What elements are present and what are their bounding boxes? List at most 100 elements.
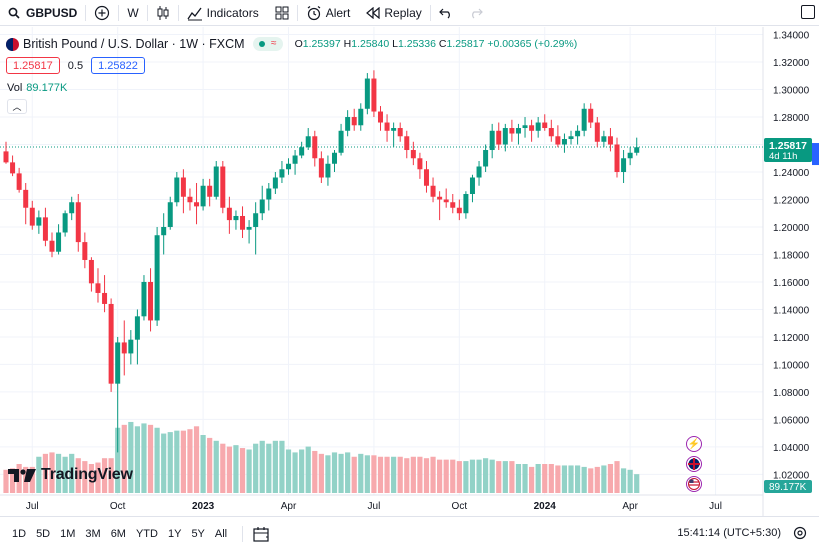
volume-bar — [443, 459, 449, 493]
undo-button[interactable] — [431, 0, 461, 26]
toolbar-divider — [85, 4, 87, 21]
tradingview-logo-icon — [8, 469, 36, 482]
volume-bar — [213, 440, 219, 493]
range-button-5d[interactable]: 5D — [36, 527, 51, 540]
gbp-event-flag-icon[interactable] — [686, 456, 702, 472]
lightning-event-icon[interactable]: ⚡ — [686, 436, 702, 452]
candle-body — [75, 202, 81, 243]
candle-body — [397, 128, 403, 137]
candle-body — [502, 128, 508, 145]
range-button-1y[interactable]: 1Y — [167, 527, 182, 540]
symbol-search[interactable]: GBPUSD — [0, 0, 85, 26]
volume-bar — [594, 466, 600, 493]
volume-bar — [581, 466, 587, 493]
undo-icon — [438, 8, 450, 18]
volume-bar — [174, 430, 180, 493]
buy-button[interactable]: 1.25822 — [91, 57, 145, 74]
compare-button[interactable] — [86, 0, 118, 26]
candle-body — [377, 111, 383, 123]
candle-body — [417, 158, 423, 170]
candle-body — [338, 130, 344, 153]
indicators-button[interactable]: Indicators — [179, 0, 267, 26]
candle-body — [542, 122, 548, 129]
volume-bar — [574, 465, 581, 493]
alert-button[interactable]: Alert — [298, 0, 359, 26]
volume-bar — [233, 445, 239, 493]
date-range-buttons: 1D 5D 1M 3M 6M YTD 1Y 5Y All — [0, 528, 232, 540]
tradingview-logo[interactable]: TradingView — [8, 466, 133, 484]
candle-body — [621, 158, 627, 173]
low-value: 1.25336 — [397, 38, 436, 50]
toolbar-divider — [146, 4, 148, 21]
time-tick-label: 2023 — [192, 501, 215, 512]
volume-bar — [36, 456, 42, 493]
sell-button[interactable]: 1.25817 — [6, 57, 60, 74]
redo-button[interactable] — [461, 0, 491, 26]
candle-body — [345, 117, 351, 131]
calendar-range-icon[interactable] — [253, 526, 269, 542]
fullscreen-icon[interactable] — [801, 5, 815, 19]
volume-bar — [9, 468, 16, 493]
last-price-value: 1.25817 — [769, 140, 807, 152]
clock-timezone[interactable]: 15:41:14 (UTC+5:30) — [677, 527, 781, 539]
interval-label: W — [127, 5, 139, 20]
interval-button[interactable]: W — [119, 0, 146, 26]
range-button-1d[interactable]: 1D — [12, 527, 27, 540]
candle-body — [128, 339, 134, 354]
candle-body — [56, 232, 62, 252]
price-tick-label: 1.16000 — [773, 278, 810, 289]
range-button-5y[interactable]: 5Y — [191, 527, 205, 540]
volume-bar — [134, 426, 140, 493]
volume-bar — [515, 464, 522, 493]
range-button-ytd[interactable]: YTD — [135, 527, 158, 540]
candle-body — [292, 155, 298, 164]
volume-bar — [627, 469, 633, 493]
usd-event-flag-icon[interactable] — [686, 476, 702, 492]
volume-bar — [351, 456, 357, 493]
volume-bar — [161, 433, 167, 493]
time-tick-label: Apr — [281, 501, 297, 512]
plus-circle-icon — [95, 5, 110, 20]
candle-body — [469, 177, 475, 194]
candle-body — [489, 130, 495, 151]
chart-title[interactable]: British Pound / U.S. Dollar · 1W · FXCM — [23, 37, 245, 51]
replay-button[interactable]: Replay — [358, 0, 429, 26]
price-chart[interactable]: 1.340001.320001.300001.280001.260001.240… — [0, 27, 819, 516]
volume-bar — [620, 468, 627, 493]
open-label: O — [294, 38, 303, 50]
candle-body — [69, 202, 75, 214]
range-button-all[interactable]: All — [214, 527, 228, 540]
candle-body — [437, 196, 443, 200]
bottom-divider — [242, 525, 244, 542]
candle-body — [141, 281, 147, 317]
candle-body — [207, 185, 213, 197]
market-status-badge[interactable]: ≈ — [252, 37, 283, 51]
range-button-6m[interactable]: 6M — [110, 527, 126, 540]
range-button-1m[interactable]: 1M — [60, 527, 76, 540]
volume-tag-value: 89.177K — [769, 482, 807, 493]
last-price-tag[interactable] — [764, 138, 812, 163]
volume-legend[interactable]: Vol 89.177K — [7, 82, 67, 94]
volume-bar — [121, 424, 127, 493]
volume-tag — [764, 480, 812, 493]
redo-icon — [471, 8, 483, 18]
range-button-3m[interactable]: 3M — [85, 527, 101, 540]
volume-bar — [141, 423, 147, 493]
volume-bar — [266, 443, 272, 493]
collapse-legend-button[interactable]: ︿ — [7, 99, 27, 114]
candle-body — [312, 136, 318, 159]
volume-bar — [285, 449, 292, 493]
candle-body — [332, 152, 337, 164]
gear-icon[interactable] — [793, 526, 807, 540]
candle-body — [88, 259, 94, 284]
volume-bar — [522, 464, 528, 493]
candle-body — [220, 166, 226, 208]
layouts-button[interactable] — [267, 0, 297, 26]
volume-bar — [423, 458, 430, 493]
chart-type-button[interactable] — [148, 0, 178, 26]
candle-body — [594, 122, 600, 142]
toolbar-divider — [296, 4, 298, 21]
market-open-icon — [258, 41, 265, 47]
volume-bar — [430, 456, 436, 493]
volume-bar — [272, 440, 278, 493]
